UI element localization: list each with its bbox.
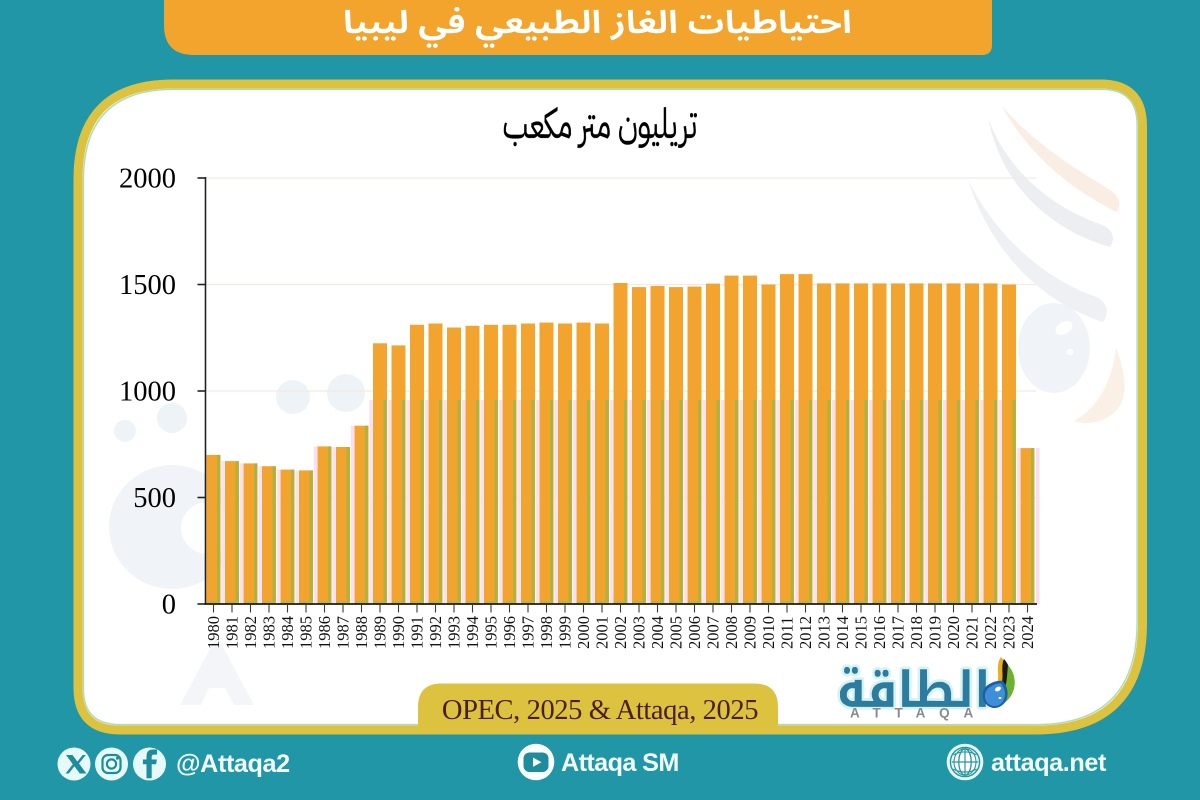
svg-text:2013: 2013 [815, 616, 834, 649]
svg-text:2021: 2021 [963, 616, 982, 649]
svg-text:2008: 2008 [722, 616, 741, 649]
svg-text:2006: 2006 [685, 616, 704, 649]
svg-text:attaqa.net: attaqa.net [991, 749, 1107, 777]
svg-text:2004: 2004 [648, 616, 667, 649]
svg-text:1500: 1500 [119, 270, 176, 301]
svg-text:2019: 2019 [926, 616, 945, 649]
svg-text:2001: 2001 [593, 616, 612, 649]
svg-text:2005: 2005 [667, 616, 686, 649]
svg-text:1999: 1999 [556, 616, 575, 649]
svg-text:2000: 2000 [119, 164, 176, 195]
svg-text:1983: 1983 [260, 616, 279, 649]
svg-text:1998: 1998 [537, 616, 556, 649]
svg-text:1994: 1994 [463, 616, 482, 649]
svg-text:2009: 2009 [741, 616, 760, 649]
svg-text:ATTAQA: ATTAQA [850, 706, 987, 721]
svg-text:1991: 1991 [408, 616, 427, 649]
svg-text:2016: 2016 [870, 616, 889, 649]
svg-text:OPEC, 2025 & Attaqa, 2025: OPEC, 2025 & Attaqa, 2025 [442, 695, 758, 726]
svg-text:1996: 1996 [500, 616, 519, 649]
svg-text:2023: 2023 [1000, 616, 1019, 649]
svg-text:2007: 2007 [704, 616, 723, 649]
svg-text:1995: 1995 [482, 616, 501, 649]
svg-text:2010: 2010 [759, 616, 778, 649]
svg-text:1982: 1982 [241, 616, 260, 649]
svg-text:1993: 1993 [445, 616, 464, 649]
svg-text:@Attaqa2: @Attaqa2 [176, 750, 290, 778]
svg-text:Attaqa SM: Attaqa SM [561, 749, 679, 777]
svg-text:1986: 1986 [315, 616, 334, 649]
svg-text:2020: 2020 [944, 616, 963, 649]
svg-text:2012: 2012 [796, 616, 815, 649]
svg-text:2002: 2002 [611, 616, 630, 649]
svg-text:1990: 1990 [389, 616, 408, 649]
svg-text:2018: 2018 [907, 616, 926, 649]
svg-text:2011: 2011 [778, 617, 797, 649]
svg-text:0: 0 [162, 590, 176, 621]
svg-text:1987: 1987 [334, 616, 353, 649]
svg-text:1980: 1980 [204, 616, 223, 649]
svg-text:1981: 1981 [223, 616, 242, 649]
svg-text:2015: 2015 [852, 616, 871, 649]
svg-text:1989: 1989 [371, 616, 390, 649]
svg-text:1988: 1988 [352, 616, 371, 649]
svg-text:1997: 1997 [519, 616, 538, 649]
svg-text:1000: 1000 [119, 377, 176, 408]
svg-text:2022: 2022 [981, 616, 1000, 649]
svg-text:2024: 2024 [1018, 616, 1037, 649]
svg-text:2000: 2000 [574, 616, 593, 649]
svg-text:2014: 2014 [833, 616, 852, 649]
svg-text:2017: 2017 [889, 616, 908, 649]
svg-text:1985: 1985 [297, 616, 316, 649]
svg-text:1992: 1992 [426, 616, 445, 649]
svg-text:1984: 1984 [278, 616, 297, 649]
svg-text:500: 500 [133, 483, 176, 514]
svg-text:2003: 2003 [630, 616, 649, 649]
